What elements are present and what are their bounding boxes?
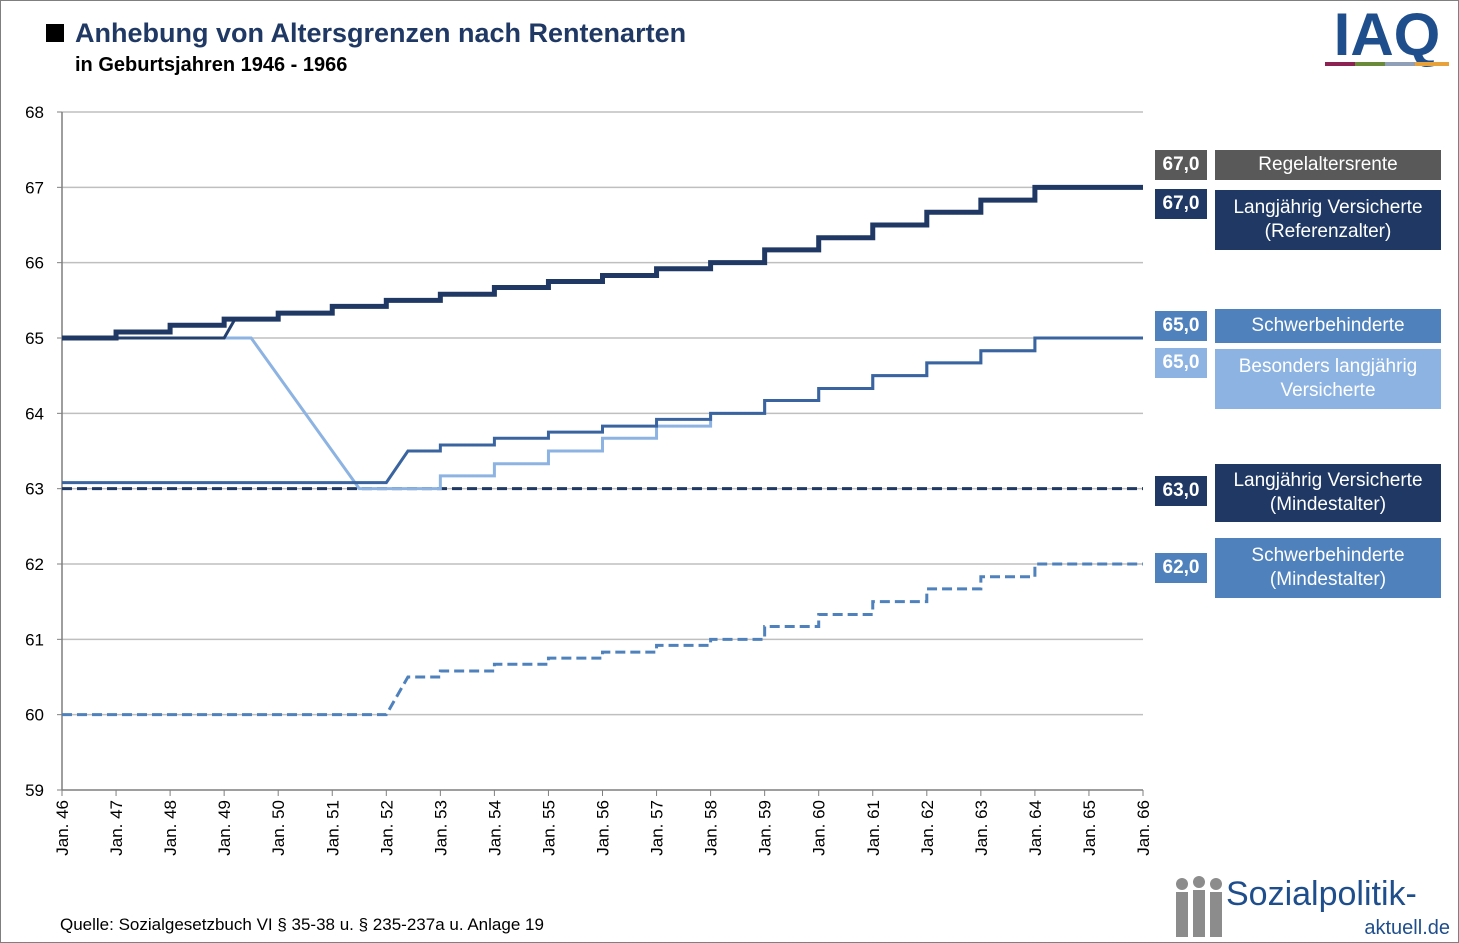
x-tick-label: Jan. 46 — [53, 800, 72, 856]
logo-bar — [1325, 62, 1355, 66]
x-tick-label: Jan. 48 — [161, 800, 180, 856]
y-tick-label: 61 — [25, 630, 44, 649]
source: Quelle: Sozialgesetzbuch VI § 35-38 u. §… — [60, 915, 544, 934]
end-value-label: 65,0 — [1155, 311, 1207, 341]
title-marker — [46, 24, 64, 42]
x-tick-label: Jan. 63 — [972, 800, 991, 856]
legend-entry: Regelaltersrente — [1215, 150, 1441, 180]
x-tick-label: Jan. 49 — [215, 800, 234, 856]
x-tick-label: Jan. 59 — [756, 800, 775, 856]
y-tick-label: 67 — [25, 178, 44, 197]
y-tick-label: 65 — [25, 329, 44, 348]
x-tick-label: Jan. 60 — [810, 800, 829, 856]
x-tick-label: Jan. 51 — [323, 800, 342, 856]
series-line — [62, 184, 1143, 341]
y-tick-label: 59 — [25, 781, 44, 800]
x-tick-label: Jan. 50 — [269, 800, 288, 856]
site-domain: aktuell.de — [1364, 917, 1450, 939]
y-tick-label: 66 — [25, 254, 44, 273]
y-tick-label: 64 — [25, 404, 44, 423]
x-tick-label: Jan. 52 — [377, 800, 396, 856]
x-tick-label: Jan. 54 — [485, 800, 504, 856]
site-logo: Sozialpolitik- — [1226, 875, 1417, 913]
x-tick-label: Jan. 57 — [648, 800, 667, 856]
chart-subtitle: in Geburtsjahren 1946 - 1966 — [75, 54, 347, 76]
end-value-label: 67,0 — [1155, 150, 1207, 180]
logo-bar — [1385, 62, 1415, 66]
end-value-label: 67,0 — [1155, 189, 1207, 219]
legend-entry: Besonders langjährig Versicherte — [1215, 349, 1441, 409]
legend-entry: Langjährig Versicherte (Mindestalter) — [1215, 464, 1441, 522]
x-tick-label: Jan. 61 — [864, 800, 883, 856]
x-tick-label: Jan. 55 — [539, 800, 558, 856]
x-tick-label: Jan. 64 — [1026, 800, 1045, 856]
legend-entry: Langjährig Versicherte (Referenzalter) — [1215, 190, 1441, 250]
legend-entry: Schwerbehinderte — [1215, 309, 1441, 343]
iaq-logo: IAQ — [1334, 1, 1441, 68]
x-tick-label: Jan. 66 — [1134, 800, 1153, 856]
x-tick-label: Jan. 47 — [107, 800, 126, 856]
chart-title: Anhebung von Altersgrenzen nach Rentenar… — [75, 18, 686, 48]
end-value-label: 65,0 — [1155, 348, 1207, 378]
series-line — [62, 562, 1143, 717]
end-value-label: 62,0 — [1155, 553, 1207, 583]
series-line — [62, 336, 1143, 485]
y-tick-label: 63 — [25, 480, 44, 499]
x-tick-label: Jan. 53 — [431, 800, 450, 856]
y-tick-label: 60 — [25, 706, 44, 725]
legend-entry: Schwerbehinderte (Mindestalter) — [1215, 538, 1441, 598]
y-tick-label: 62 — [25, 555, 44, 574]
end-value-label: 63,0 — [1155, 476, 1207, 506]
logo-bar — [1415, 62, 1449, 66]
x-tick-label: Jan. 58 — [702, 800, 721, 856]
logo-bar — [1355, 62, 1385, 66]
x-tick-label: Jan. 62 — [918, 800, 937, 856]
x-tick-label: Jan. 65 — [1080, 800, 1099, 856]
y-tick-label: 68 — [25, 103, 44, 122]
people-icon — [1176, 876, 1222, 937]
x-tick-label: Jan. 56 — [594, 800, 613, 856]
